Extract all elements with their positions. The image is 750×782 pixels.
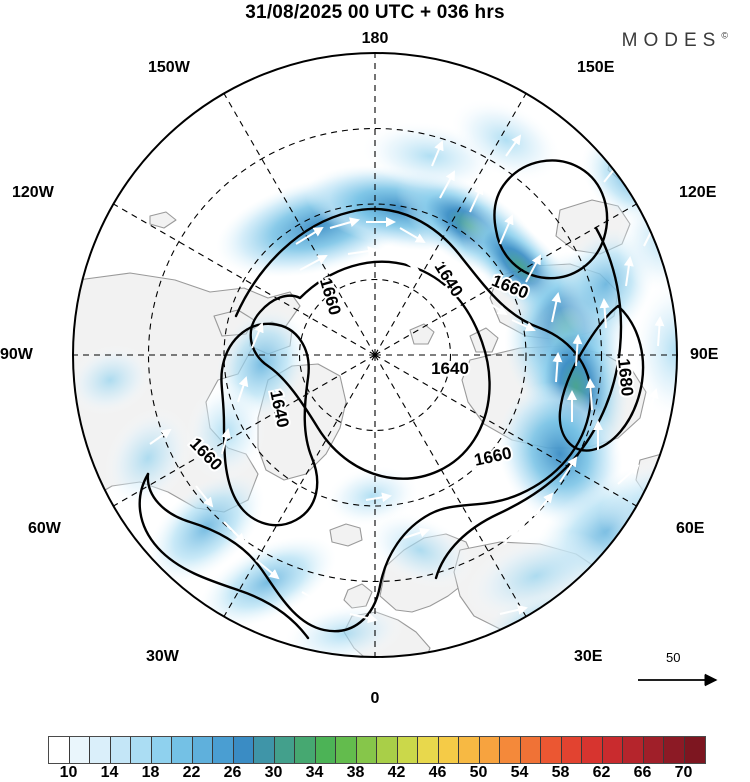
lon-label-60E: 60E bbox=[676, 520, 705, 537]
colorbar-tick-label: 54 bbox=[510, 764, 529, 781]
polar-map-svg: 1660 1640 1660 1640 1640 1660 1660 1680 bbox=[72, 52, 678, 658]
colorbar-tick-label: 58 bbox=[551, 764, 570, 781]
lon-label-0: 0 bbox=[370, 690, 380, 707]
colorbar-cell bbox=[110, 737, 131, 763]
lon-label-30W: 30W bbox=[146, 648, 179, 665]
colorbar-cell bbox=[438, 737, 459, 763]
contour-label: 1640 bbox=[431, 359, 469, 378]
colorbar-cell bbox=[90, 737, 111, 763]
wind-scale-label: 50 bbox=[666, 650, 681, 665]
colorbar-tick-label: 42 bbox=[387, 764, 406, 781]
contour-label: 1680 bbox=[614, 358, 637, 398]
colorbar-cell bbox=[520, 737, 541, 763]
colorbar-cell bbox=[151, 737, 172, 763]
colorbar-cell bbox=[377, 737, 398, 763]
chart-title: 31/08/2025 00 UTC + 036 hrs bbox=[245, 2, 505, 23]
colorbar-cell bbox=[561, 737, 582, 763]
lon-label-180: 180 bbox=[361, 30, 389, 47]
lon-label-150W: 150W bbox=[148, 59, 190, 76]
colorbar-tick-label: 10 bbox=[59, 764, 78, 781]
colorbar-cell bbox=[295, 737, 316, 763]
colorbar-region: 10 14 18 22 26 30 34 38 42 46 50 54 58 62 66 70 bbox=[0, 728, 750, 782]
colorbar-cell bbox=[172, 737, 193, 763]
colorbar-tick-label: 38 bbox=[346, 764, 365, 781]
colorbar bbox=[48, 736, 706, 764]
colorbar-cell bbox=[274, 737, 295, 763]
colorbar-cell bbox=[418, 737, 439, 763]
modes-logo-text: MODES bbox=[621, 30, 722, 51]
colorbar-cell bbox=[541, 737, 562, 763]
colorbar-tick-label: 26 bbox=[223, 764, 242, 781]
colorbar-tick-label: 70 bbox=[674, 764, 693, 781]
lon-label-30E: 30E bbox=[574, 648, 603, 665]
colorbar-cell bbox=[69, 737, 90, 763]
colorbar-tick-label: 30 bbox=[264, 764, 283, 781]
colorbar-tick-label: 18 bbox=[141, 764, 160, 781]
lon-label-120W: 120W bbox=[12, 184, 54, 201]
modes-logo: MODES© bbox=[622, 30, 728, 52]
colorbar-cell bbox=[131, 737, 152, 763]
lon-label-120E: 120E bbox=[679, 184, 717, 201]
colorbar-cell bbox=[213, 737, 234, 763]
colorbar-cell bbox=[254, 737, 275, 763]
colorbar-cell bbox=[192, 737, 213, 763]
lon-label-150E: 150E bbox=[577, 59, 615, 76]
colorbar-tick-label: 22 bbox=[182, 764, 201, 781]
globe-outline bbox=[72, 52, 678, 658]
copyright-mark: © bbox=[721, 30, 728, 41]
colorbar-tick-label: 14 bbox=[100, 764, 119, 781]
colorbar-cell bbox=[233, 737, 254, 763]
colorbar-cell bbox=[49, 737, 70, 763]
colorbar-tick-label: 62 bbox=[592, 764, 611, 781]
colorbar-cell bbox=[459, 737, 480, 763]
lon-label-60W: 60W bbox=[28, 520, 61, 537]
polar-map: 1660 1640 1660 1640 1640 1660 1660 1680 bbox=[0, 30, 750, 707]
colorbar-cell bbox=[336, 737, 357, 763]
colorbar-tick-label: 46 bbox=[428, 764, 447, 781]
colorbar-cell bbox=[315, 737, 336, 763]
lon-label-90E: 90E bbox=[690, 346, 719, 363]
lon-label-90W: 90W bbox=[0, 346, 33, 363]
colorbar-cell bbox=[643, 737, 664, 763]
wind-scale-arrow bbox=[638, 673, 718, 687]
colorbar-cell bbox=[623, 737, 644, 763]
colorbar-cell bbox=[684, 737, 705, 763]
latitude-circles bbox=[147, 127, 603, 583]
colorbar-cell bbox=[602, 737, 623, 763]
colorbar-cell bbox=[397, 737, 418, 763]
colorbar-cell bbox=[356, 737, 377, 763]
colorbar-cell bbox=[479, 737, 500, 763]
colorbar-tick-label: 34 bbox=[305, 764, 324, 781]
colorbar-tick-label: 50 bbox=[469, 764, 488, 781]
colorbar-tick-label: 66 bbox=[633, 764, 652, 781]
colorbar-cell bbox=[664, 737, 685, 763]
colorbar-cell bbox=[500, 737, 521, 763]
colorbar-cell bbox=[582, 737, 603, 763]
